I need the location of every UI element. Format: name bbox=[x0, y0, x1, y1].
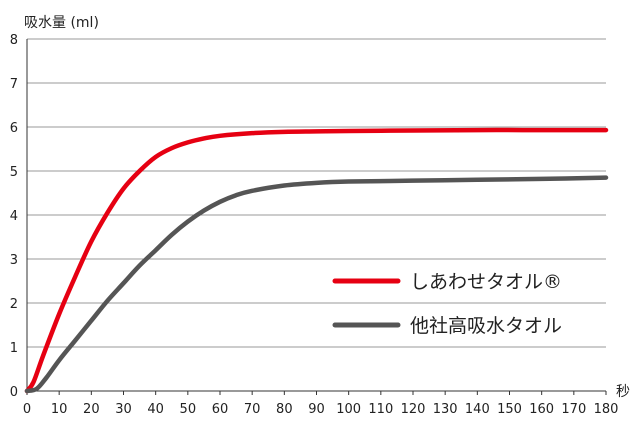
x-tick-label-8: 80 bbox=[276, 402, 293, 417]
x-axis-title: 秒 bbox=[616, 384, 630, 400]
x-tick-label-2: 20 bbox=[83, 402, 100, 417]
x-tick-label-10: 100 bbox=[336, 402, 361, 417]
y-tick-label-3: 3 bbox=[10, 253, 18, 268]
gridlines bbox=[27, 38, 606, 348]
x-tick-label-6: 60 bbox=[212, 402, 229, 417]
x-tick-label-3: 30 bbox=[115, 402, 132, 417]
y-tick-label-0: 0 bbox=[10, 385, 18, 400]
y-tick-label-2: 2 bbox=[10, 297, 18, 312]
y-tick-labels: 0 1 2 3 4 5 6 7 8 bbox=[10, 33, 18, 400]
series-line-2 bbox=[24, 175, 609, 394]
x-tick-label-7: 70 bbox=[244, 402, 261, 417]
x-tick-label-13: 130 bbox=[433, 402, 458, 417]
y-tick-label-7: 7 bbox=[10, 77, 18, 92]
x-tick-label-16: 160 bbox=[529, 402, 554, 417]
x-tick-labels: 0 10 20 30 40 50 60 70 80 90 100 110 120 130 140 150 160… bbox=[23, 391, 619, 417]
x-tick-label-15: 150 bbox=[497, 402, 522, 417]
x-tick-label-1: 10 bbox=[51, 402, 68, 417]
x-tick-label-11: 110 bbox=[368, 402, 393, 417]
legend: しあわせタオル® 他社高吸水タオル bbox=[332, 271, 562, 337]
x-tick-label-0: 0 bbox=[23, 402, 31, 417]
y-tick-label-4: 4 bbox=[10, 209, 18, 224]
x-tick-label-18: 180 bbox=[594, 402, 619, 417]
y-tick-label-5: 5 bbox=[10, 165, 18, 180]
series-lines bbox=[24, 127, 609, 394]
legend-label-series-2: 他社高吸水タオル bbox=[410, 315, 562, 337]
x-tick-label-5: 50 bbox=[180, 402, 197, 417]
x-tick-label-17: 170 bbox=[561, 402, 586, 417]
x-tick-label-9: 90 bbox=[308, 402, 325, 417]
series-line-1 bbox=[24, 127, 609, 394]
x-tick-label-14: 140 bbox=[465, 402, 490, 417]
x-tick-label-12: 120 bbox=[401, 402, 426, 417]
legend-label-series-1: しあわせタオル® bbox=[410, 271, 562, 293]
y-tick-label-6: 6 bbox=[10, 121, 18, 136]
x-tick-label-4: 40 bbox=[147, 402, 164, 417]
y-tick-label-8: 8 bbox=[10, 33, 18, 48]
y-tick-label-1: 1 bbox=[10, 341, 18, 356]
y-axis-title: 吸水量 (ml) bbox=[24, 15, 99, 31]
